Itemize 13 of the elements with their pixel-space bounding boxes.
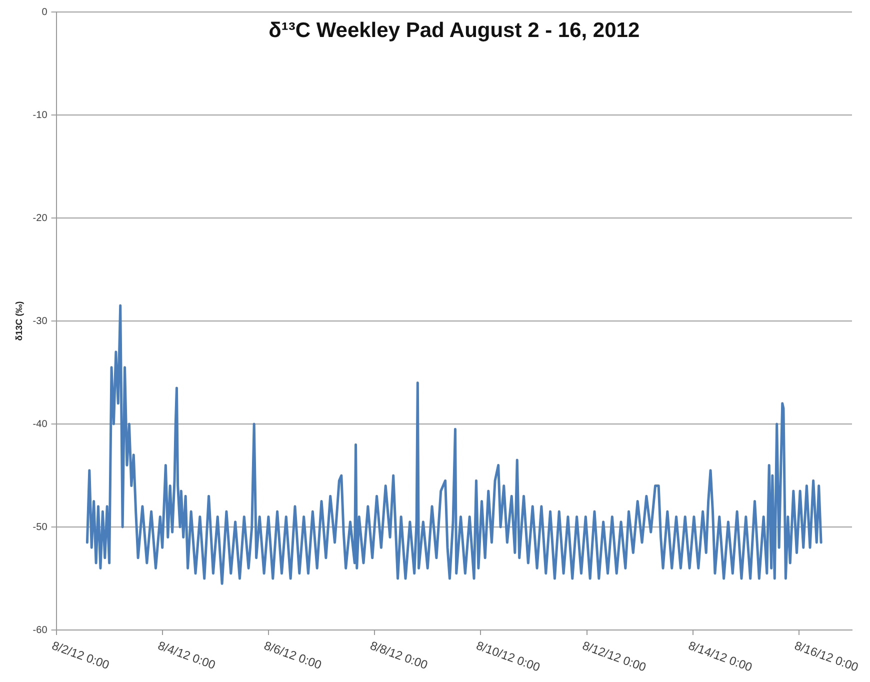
y-tick-label: -50 xyxy=(32,522,48,533)
y-tick-label: -30 xyxy=(32,316,48,327)
chart-title: δ¹³C Weekley Pad August 2 - 16, 2012 xyxy=(268,18,640,42)
y-tick-label: 0 xyxy=(42,6,48,18)
x-tick-label: 8/6/12 0:00 xyxy=(262,638,324,672)
y-axis-title: δ13C (‰) xyxy=(14,301,24,341)
y-tick-label: -40 xyxy=(32,418,48,430)
y-tick-label: -20 xyxy=(32,212,48,224)
x-tick-label: 8/2/12 0:00 xyxy=(50,638,112,672)
y-tick-label: -10 xyxy=(32,110,48,121)
x-tick-label: 8/8/12 0:00 xyxy=(368,638,430,672)
x-tick-label: 8/4/12 0:00 xyxy=(156,638,218,672)
y-tick-label: -60 xyxy=(32,624,48,636)
